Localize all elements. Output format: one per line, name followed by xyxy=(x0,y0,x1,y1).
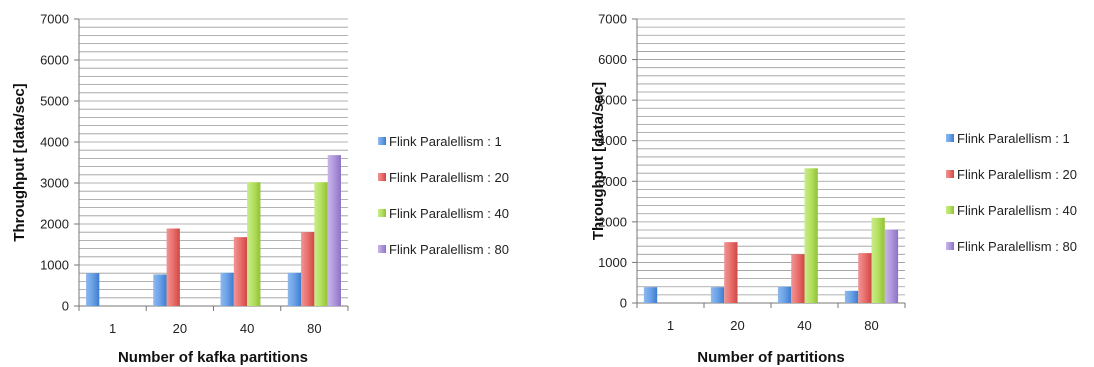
x-tick-label: 80 xyxy=(864,318,878,333)
bar-1-cat-40 xyxy=(220,272,234,306)
legend-swatch xyxy=(946,206,954,214)
y-tick-label: 3000 xyxy=(40,176,69,191)
y-tick-label: 5000 xyxy=(40,94,69,109)
y-tick-label: 0 xyxy=(620,296,627,311)
legend-label: Flink Paralellism : 1 xyxy=(957,131,1070,146)
y-axis-title: Throughput [data/sec] xyxy=(590,82,607,240)
bar-4-cat-80 xyxy=(327,155,341,306)
chart-1: 0 1000 2000 3000 4000 5000 6000 7000 1 20 40 80 Numb… xyxy=(11,12,509,367)
y-tick-label: 5000 xyxy=(598,93,627,108)
legend-label: Flink Paralellism : 40 xyxy=(957,203,1077,218)
chart-2: 0 1000 2000 3000 4000 5000 6000 7000 1 20 40 80 Numb… xyxy=(590,12,1077,367)
y-tick-label: 4000 xyxy=(40,135,69,150)
legend-swatch xyxy=(378,209,386,217)
legend: Flink Paralellism : 1 Flink Paralellism :… xyxy=(378,134,509,257)
y-tick-label: 7000 xyxy=(40,12,69,27)
legend: Flink Paralellism : 1 Flink Paralellism :… xyxy=(946,131,1077,254)
bar-1-cat-1 xyxy=(643,287,658,303)
legend-label: Flink Paralellism : 40 xyxy=(389,206,509,221)
bar-1-cat-1 xyxy=(86,273,100,306)
y-tick-label: 6000 xyxy=(40,53,69,68)
x-axis-title: Number of partitions xyxy=(697,349,845,366)
y-tick-label: 3000 xyxy=(598,174,627,189)
bar-1-cat-40 xyxy=(777,286,792,303)
bar-3-cat-40 xyxy=(804,168,818,303)
bar-3-cat-80 xyxy=(314,182,328,306)
bar-2-cat-20 xyxy=(166,228,180,306)
bar-3-cat-40 xyxy=(247,182,261,306)
x-tick-label: 40 xyxy=(240,321,254,336)
x-tick-label: 40 xyxy=(797,318,811,333)
y-tick-label: 2000 xyxy=(598,214,627,229)
bar-4-cat-80 xyxy=(884,229,899,303)
y-tick-label: 6000 xyxy=(598,52,627,67)
bar-1-cat-20 xyxy=(153,274,167,306)
x-tick-label: 1 xyxy=(109,321,116,336)
y-tick-label: 0 xyxy=(62,299,69,314)
legend-label: Flink Paralellism : 20 xyxy=(389,170,509,185)
x-tick-label: 20 xyxy=(730,318,744,333)
legend-swatch xyxy=(378,173,386,181)
y-tick-label: 1000 xyxy=(40,258,69,273)
bar-2-cat-80 xyxy=(858,253,872,303)
legend-swatch xyxy=(378,137,386,145)
bar-2-cat-40 xyxy=(233,237,248,306)
x-axis-title: Number of kafka partitions xyxy=(118,349,308,366)
bar-1-cat-80 xyxy=(844,290,859,303)
bar-2-cat-40 xyxy=(791,254,805,303)
legend-label: Flink Paralellism : 1 xyxy=(389,134,502,149)
y-tick-label: 4000 xyxy=(598,133,627,148)
x-tick-label: 80 xyxy=(307,321,321,336)
x-tick-label: 20 xyxy=(173,321,187,336)
bar-2-cat-80 xyxy=(301,232,315,306)
y-tick-label: 7000 xyxy=(598,12,627,27)
x-tick-label: 1 xyxy=(667,318,674,333)
bar-2-cat-20 xyxy=(724,242,738,303)
legend-swatch xyxy=(946,242,954,250)
legend-label: Flink Paralellism : 80 xyxy=(957,239,1077,254)
bar-3-cat-80 xyxy=(871,217,885,303)
y-tick-label: 2000 xyxy=(40,217,69,232)
legend-label: Flink Paralellism : 80 xyxy=(389,242,509,257)
legend-label: Flink Paralellism : 20 xyxy=(957,167,1077,182)
legend-swatch xyxy=(378,245,386,253)
bar-1-cat-20 xyxy=(710,287,725,303)
bar-1-cat-80 xyxy=(287,272,302,306)
y-axis-title: Throughput [data/sec] xyxy=(11,83,28,241)
y-tick-label: 1000 xyxy=(598,255,627,270)
legend-swatch xyxy=(946,170,954,178)
legend-swatch xyxy=(946,134,954,142)
